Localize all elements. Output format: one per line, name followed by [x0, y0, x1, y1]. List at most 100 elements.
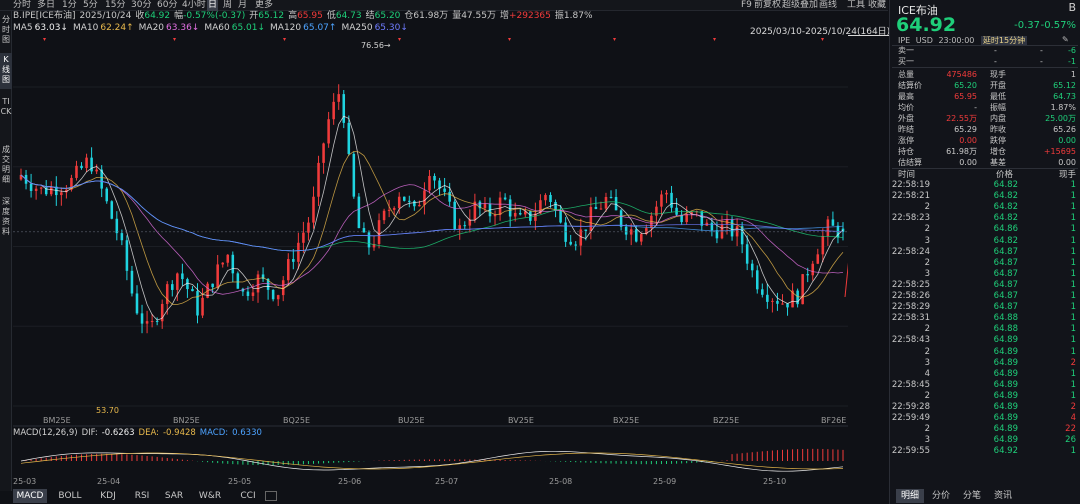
- candle-body: [700, 211, 704, 226]
- candle-body: [791, 290, 794, 308]
- toolbar-func-2[interactable]: 超级叠加: [782, 0, 819, 10]
- indicator-tab-4[interactable]: SAR: [164, 491, 184, 501]
- settings-icon[interactable]: [265, 491, 277, 501]
- candle-body: [327, 119, 330, 144]
- candle-body: [342, 94, 346, 123]
- panel-corner-button[interactable]: B: [1068, 1, 1076, 14]
- candle-body: [75, 165, 78, 178]
- tick-row: 2 64.88 1: [890, 324, 1080, 334]
- panel-tab-2[interactable]: 分笔: [962, 491, 981, 501]
- tick-price: 64.88: [993, 324, 1018, 335]
- tick-price: 64.82: [993, 202, 1018, 213]
- stat-label: 基差: [990, 158, 1006, 167]
- tick-time: 22:59:49: [891, 413, 930, 424]
- edit-icon[interactable]: ✎: [1062, 35, 1069, 44]
- stats-row: 持仓 61.98万 增仓 +15695: [890, 146, 1080, 157]
- period-0[interactable]: 分时: [13, 0, 32, 10]
- candle-body: [347, 122, 351, 154]
- candle-body: [19, 174, 23, 180]
- macd-dif-label: DIF:: [81, 428, 98, 438]
- candle-body: [680, 214, 683, 223]
- candle-body: [574, 244, 577, 246]
- period-5[interactable]: 30分: [131, 0, 152, 10]
- toolbar-func-5[interactable]: 收藏: [868, 0, 887, 10]
- info-high: 65.95: [297, 11, 323, 21]
- toolbar-func-4[interactable]: 工具: [847, 0, 866, 10]
- side-tab-3[interactable]: 成交明细: [2, 145, 10, 184]
- tick-vol: 1: [1070, 202, 1076, 213]
- tick-row: 2 64.89 1: [890, 347, 1080, 357]
- period-1[interactable]: 多日: [37, 0, 56, 10]
- ticks-header: 时间 价格 现手: [890, 170, 1080, 180]
- indicator-tab-0[interactable]: MACD: [13, 489, 47, 503]
- tick-row: 2 64.89 22: [890, 424, 1080, 434]
- stat-value: 65.12: [1053, 81, 1076, 90]
- period-7[interactable]: 4小时: [182, 0, 206, 10]
- period-10[interactable]: 月: [238, 0, 248, 10]
- candle-body: [362, 228, 366, 233]
- candle-body: [710, 222, 714, 231]
- candle-body: [458, 225, 462, 230]
- side-tab-2[interactable]: TICK: [0, 97, 12, 116]
- toolbar-func-3[interactable]: 画线: [819, 0, 838, 10]
- contract-label-3: BU25E: [398, 416, 425, 425]
- date-label-7: 25-10: [763, 477, 787, 486]
- divider: [892, 168, 1078, 169]
- tick-row: 2 64.86 1: [890, 224, 1080, 234]
- tick-vol: 1: [1070, 346, 1076, 357]
- period-9[interactable]: 周: [223, 0, 233, 10]
- period-8[interactable]: 日: [207, 0, 219, 11]
- candle-body: [614, 197, 618, 211]
- indicator-tab-2[interactable]: KDJ: [100, 491, 116, 501]
- tick-vol: 1: [1070, 324, 1076, 335]
- candle-body: [196, 291, 199, 316]
- toolbar-func-0[interactable]: F9: [741, 0, 752, 10]
- tick-row: 22:58:21 64.82 1: [890, 191, 1080, 201]
- candle-body: [186, 279, 189, 290]
- tick-time: 2: [924, 224, 930, 235]
- toolbar-func-1[interactable]: 前复权: [754, 0, 782, 10]
- side-tab-1[interactable]: K线图: [0, 53, 12, 89]
- tick-row: 22:58:26 64.87 1: [890, 291, 1080, 301]
- macd-legend-row: MACD(12,26,9) DIF: -0.6263 DEA: -0.9428 MACD:…: [13, 428, 266, 438]
- candle-body: [529, 211, 532, 221]
- stat-label: 估结算: [898, 158, 922, 167]
- candle-body: [392, 208, 396, 210]
- period-3[interactable]: 5分: [83, 0, 98, 10]
- candle-body: [806, 274, 809, 276]
- candle-body: [524, 211, 527, 215]
- stat-label: 涨停: [898, 136, 914, 145]
- stat-value: 0.00: [1058, 158, 1076, 167]
- kline-chart[interactable]: 74.069.064.059.054.076.56→53.7064.92▾▾▾▾…: [13, 35, 848, 477]
- candle-body: [276, 295, 280, 300]
- tick-price: 64.89: [993, 379, 1018, 390]
- date-range-link[interactable]: 2025/03/10-2025/10/24(164日): [750, 27, 891, 37]
- panel-tab-3[interactable]: 资讯: [993, 491, 1012, 501]
- indicator-tab-5[interactable]: W&R: [198, 491, 222, 501]
- candle-body: [251, 292, 255, 296]
- panel-tab-0[interactable]: 明细: [896, 489, 924, 503]
- panel-tab-1[interactable]: 分价: [931, 491, 950, 501]
- price-change-pct: -0.57%: [1040, 20, 1076, 31]
- ma-value-0: 63.03↓: [34, 23, 68, 33]
- indicator-tab-6[interactable]: CCI: [240, 491, 256, 501]
- period-2[interactable]: 1分: [62, 0, 77, 10]
- side-tab-0[interactable]: 分时图: [2, 15, 10, 44]
- candle-body: [518, 212, 522, 215]
- candle-body: [382, 210, 386, 221]
- stat-label: 结算价: [898, 81, 922, 90]
- indicator-tab-1[interactable]: BOLL: [58, 491, 82, 501]
- stat-value: 25.00万: [1045, 114, 1076, 123]
- candle-body: [645, 228, 648, 235]
- candle-body: [266, 278, 270, 290]
- period-6[interactable]: 60分: [157, 0, 178, 10]
- indicator-tab-3[interactable]: RSI: [134, 491, 150, 501]
- high-marker: 76.56→: [361, 41, 391, 50]
- period-11[interactable]: 更多: [255, 0, 274, 10]
- side-tab-4[interactable]: 深度资料: [2, 197, 10, 236]
- tick-vol: 1: [1070, 180, 1076, 190]
- contract-label-4: BV25E: [508, 416, 534, 425]
- stat-value: 65.29: [954, 125, 977, 134]
- period-4[interactable]: 15分: [105, 0, 126, 10]
